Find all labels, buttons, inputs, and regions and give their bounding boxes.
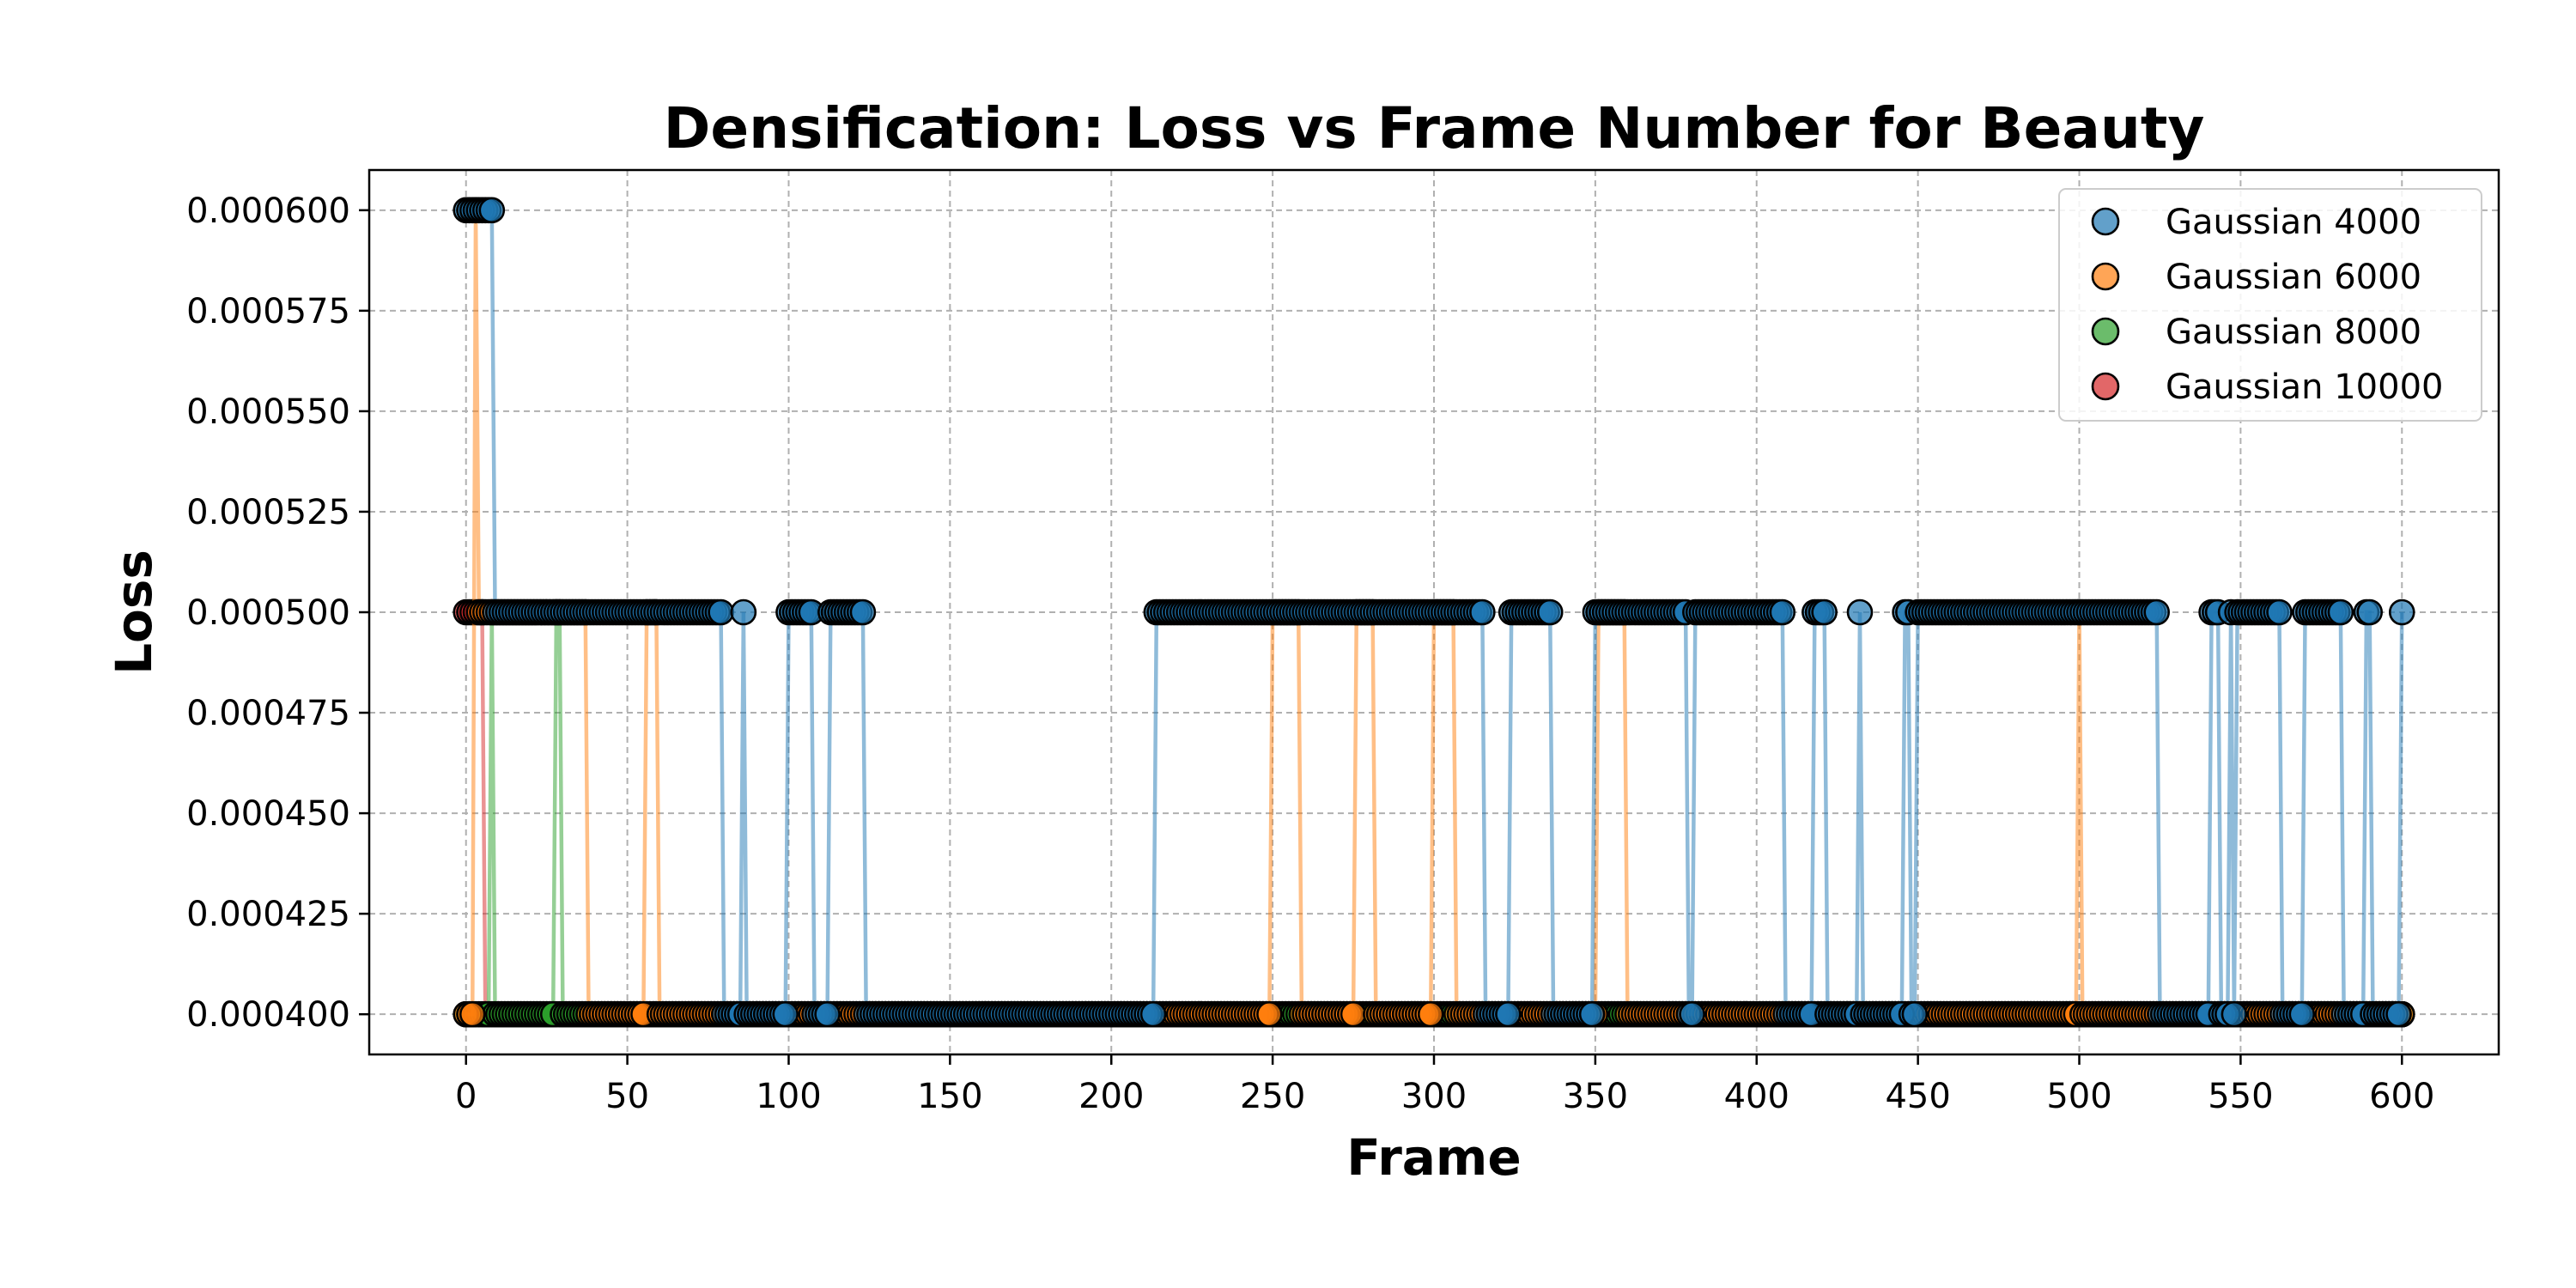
data-point (2356, 598, 2383, 626)
y-tick-label: 0.000575 (186, 292, 350, 331)
x-axis-title: Frame (1346, 1128, 1521, 1187)
legend-label: Gaussian 4000 (2166, 203, 2421, 242)
x-tick-label: 50 (605, 1077, 649, 1116)
legend-box (2058, 188, 2482, 422)
y-tick-label: 0.000500 (186, 593, 350, 633)
data-point (2143, 598, 2170, 626)
data-point (1256, 1000, 1283, 1028)
x-tick-label: 600 (2369, 1077, 2434, 1116)
legend-marker (2091, 207, 2120, 236)
data-point (1495, 1000, 1522, 1028)
data-point (2327, 598, 2354, 626)
data-point (2221, 1000, 2248, 1028)
legend-label: Gaussian 6000 (2166, 258, 2421, 297)
x-tick-label: 200 (1078, 1077, 1144, 1116)
x-tick-label: 0 (455, 1077, 477, 1116)
y-tick-label: 0.000600 (186, 191, 350, 231)
data-point (708, 598, 734, 626)
x-tick-label: 450 (1885, 1077, 1950, 1116)
legend-label: Gaussian 10000 (2166, 368, 2443, 407)
x-tick-label: 550 (2208, 1077, 2273, 1116)
data-point (730, 598, 757, 626)
data-point (1901, 1000, 1929, 1028)
x-axis-ticks: 0 50 100 150 200 250 300 350 400 450 500 550 600 (455, 1054, 2434, 1116)
x-tick-label: 250 (1240, 1077, 1305, 1116)
y-tick-label: 0.000450 (186, 794, 350, 834)
x-tick-label: 400 (1724, 1077, 1789, 1116)
chart-title: Densification: Loss vs Frame Number for … (664, 95, 2205, 161)
y-tick-label: 0.000400 (186, 995, 350, 1035)
data-point (459, 1000, 486, 1028)
x-tick-label: 300 (1401, 1077, 1467, 1116)
data-point (1679, 1000, 1705, 1028)
y-tick-label: 0.000550 (186, 392, 350, 432)
data-point (1536, 598, 1564, 626)
data-point (1811, 598, 1838, 626)
data-point (849, 598, 877, 626)
legend-label: Gaussian 8000 (2166, 313, 2421, 352)
data-point (2266, 598, 2293, 626)
x-tick-label: 150 (917, 1077, 982, 1116)
data-point (1139, 1000, 1167, 1028)
x-tick-label: 350 (1563, 1077, 1628, 1116)
y-tick-label: 0.000475 (186, 694, 350, 733)
data-point (478, 197, 506, 224)
legend: Gaussian 4000 Gaussian 6000 Gaussian 8000 G… (2058, 188, 2482, 422)
y-axis-title: Loss (105, 550, 163, 675)
legend-marker (2091, 372, 2120, 401)
y-tick-label: 0.000425 (186, 895, 350, 934)
data-point (1846, 598, 1874, 626)
legend-marker (2091, 317, 2120, 346)
data-point (1417, 1000, 1444, 1028)
series-gaussian-4000 (453, 197, 2415, 1028)
x-tick-label: 500 (2046, 1077, 2111, 1116)
y-tick-label: 0.000525 (186, 493, 350, 532)
data-point (1769, 598, 1796, 626)
data-point (814, 1000, 841, 1028)
data-point (772, 1000, 799, 1028)
data-point (2288, 1000, 2316, 1028)
data-point (1469, 598, 1496, 626)
data-series (453, 197, 2415, 1028)
data-point (1578, 1000, 1606, 1028)
y-axis-ticks: 0.000400 0.000425 0.000450 0.000475 0.000500… (186, 191, 369, 1035)
data-point (2385, 1000, 2412, 1028)
x-tick-label: 100 (756, 1077, 821, 1116)
legend-marker (2091, 262, 2120, 291)
data-point (1340, 1000, 1367, 1028)
data-point (2388, 598, 2415, 626)
